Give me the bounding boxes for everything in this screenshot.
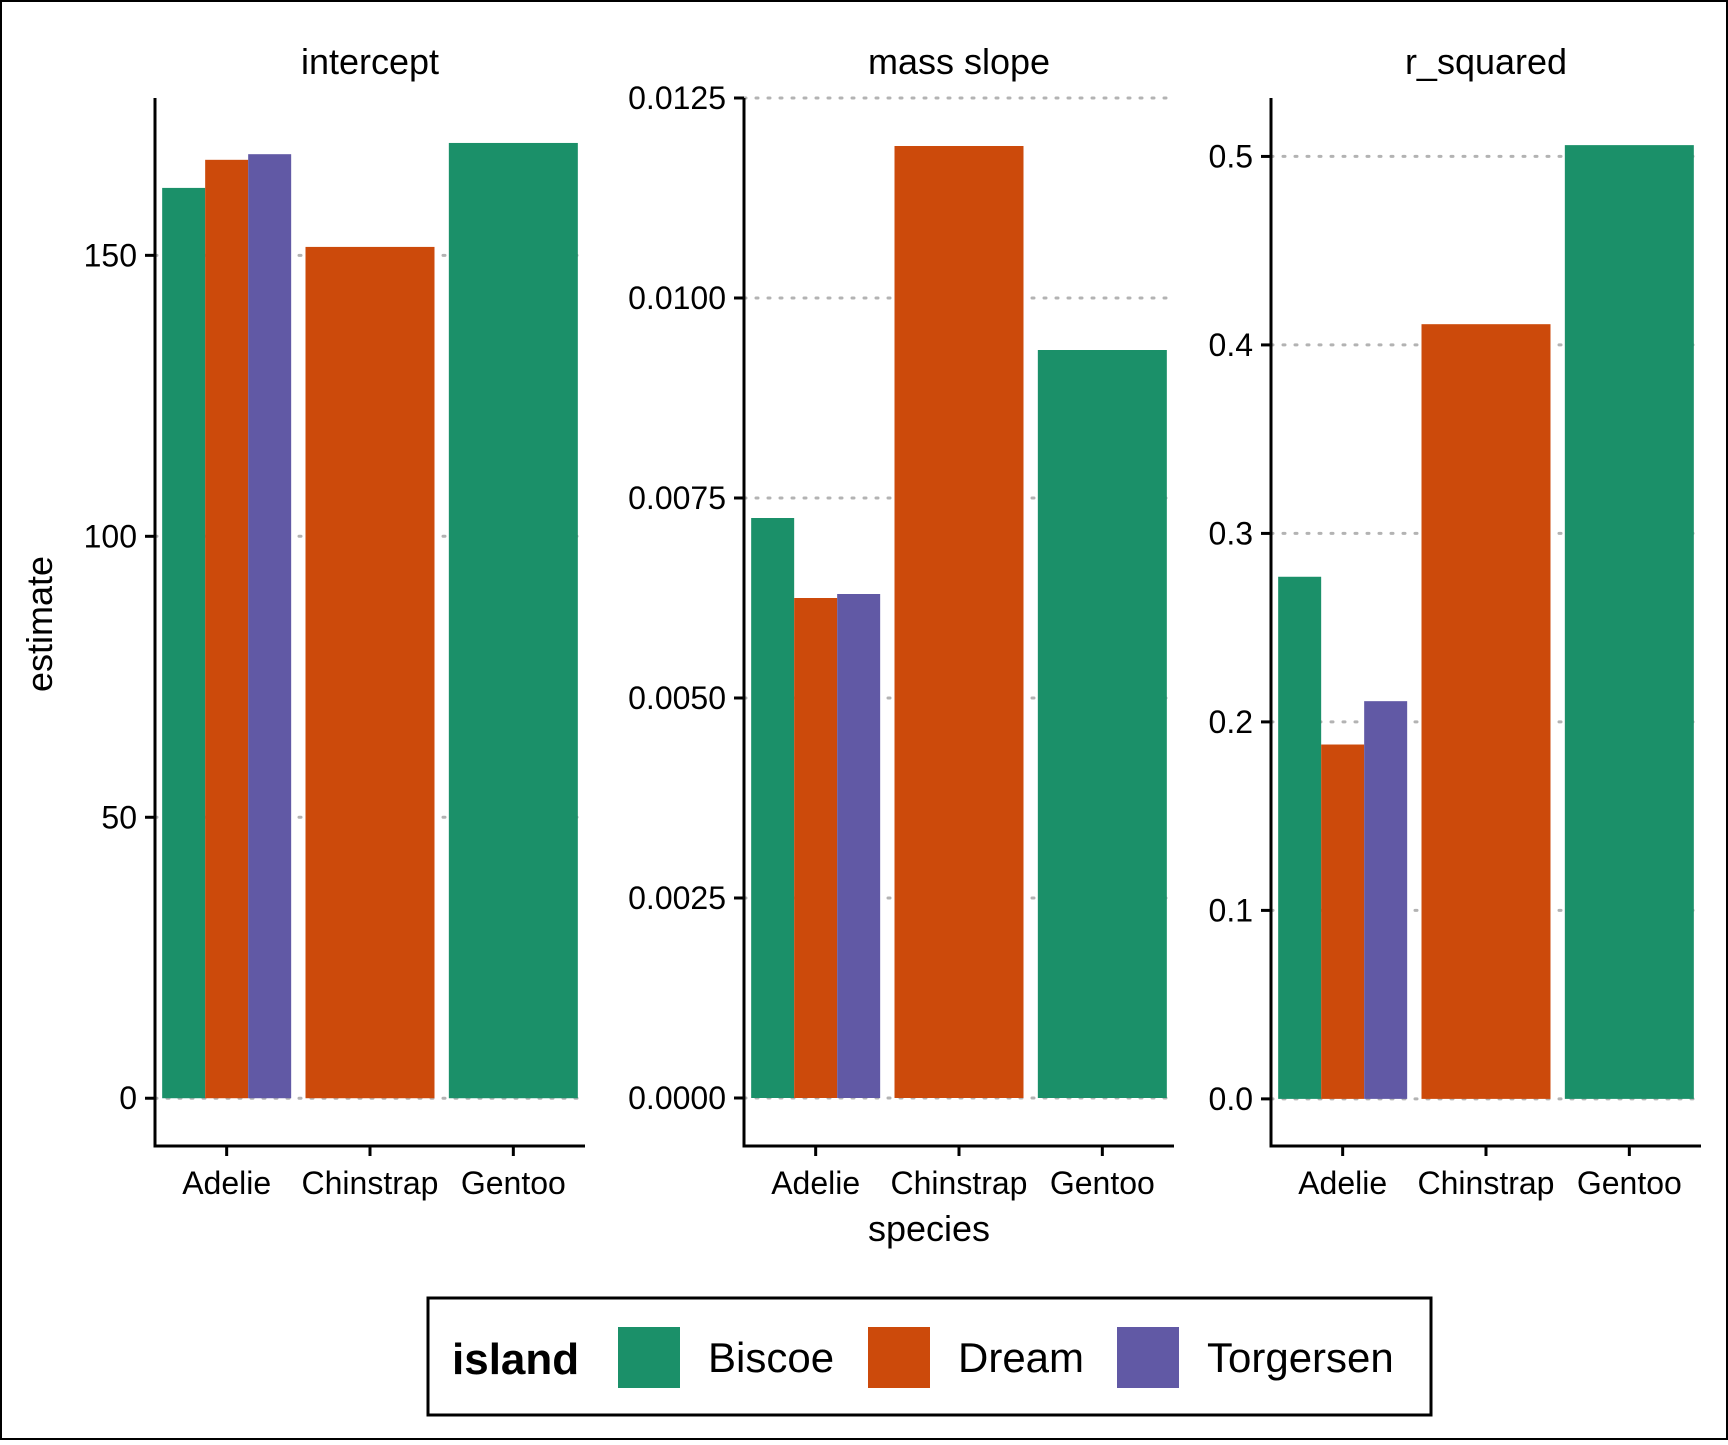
bar-chinstrap-dream	[894, 146, 1024, 1098]
bar-adelie-dream	[205, 159, 249, 1099]
facet-title: mass slope	[868, 41, 1050, 82]
x-tick-label: Gentoo	[1577, 1165, 1682, 1201]
facet-title: intercept	[301, 41, 439, 82]
legend-label-dream: Dream	[958, 1334, 1084, 1381]
facet-panel-r_squared: r_squared 0.0 0.1 0.2 0.3 0.4 0.5 Adelie Chinstr…	[1209, 41, 1703, 1201]
y-tick-label: 0.0025	[628, 880, 726, 916]
bar-gentoo-biscoe	[448, 142, 578, 1099]
legend-swatch-biscoe	[618, 1327, 680, 1388]
bar-adelie-dream	[1321, 744, 1365, 1099]
x-tick-label: Chinstrap	[1418, 1165, 1555, 1201]
y-tick-label: 0.0100	[628, 280, 726, 316]
y-tick-label: 0.0075	[628, 480, 726, 516]
y-tick-label: 0.2	[1209, 704, 1253, 740]
bar-adelie-torgersen	[837, 594, 881, 1098]
legend-title: island	[452, 1335, 579, 1384]
y-tick-label: 100	[84, 518, 137, 554]
bar-gentoo-biscoe	[1037, 350, 1167, 1098]
bar-adelie-biscoe	[751, 518, 795, 1098]
bar-adelie-torgersen	[248, 154, 292, 1099]
y-axis-title: estimate	[19, 556, 60, 692]
bar-adelie-biscoe	[162, 187, 206, 1099]
legend-swatch-torgersen	[1117, 1327, 1179, 1388]
x-axis-title: species	[868, 1208, 990, 1249]
legend-label-torgersen: Torgersen	[1207, 1334, 1394, 1381]
facet-panel-mass-slope: mass slope 0.0000 0.0025 0.0050 0.0075 0.0100…	[628, 41, 1176, 1201]
x-tick-label: Adelie	[182, 1165, 271, 1201]
legend-label-biscoe: Biscoe	[708, 1334, 834, 1381]
y-tick-label: 0.0000	[628, 1080, 726, 1116]
bar-chinstrap-dream	[305, 246, 435, 1099]
y-tick-label: 0.1	[1209, 892, 1253, 928]
x-tick-label: Gentoo	[1050, 1165, 1155, 1201]
bar-chinstrap-dream	[1421, 324, 1551, 1099]
y-tick-label: 0	[119, 1080, 137, 1116]
legend-items: Biscoe Dream Torgersen	[618, 1327, 1394, 1388]
x-tick-label: Adelie	[1298, 1165, 1387, 1201]
y-tick-label: 0.3	[1209, 515, 1253, 551]
legend-swatch-dream	[868, 1327, 930, 1388]
bar-adelie-biscoe	[1278, 576, 1322, 1099]
y-tick-label: 50	[101, 799, 137, 835]
bar-gentoo-biscoe	[1564, 145, 1694, 1099]
x-tick-label: Adelie	[771, 1165, 860, 1201]
legend: island Biscoe Dream Torgersen	[426, 1296, 1433, 1417]
x-tick-label: Chinstrap	[302, 1165, 439, 1201]
y-tick-label: 0.4	[1209, 327, 1253, 363]
x-tick-label: Gentoo	[461, 1165, 566, 1201]
y-tick-label: 150	[84, 237, 137, 273]
facet-title: r_squared	[1405, 41, 1567, 82]
y-tick-label: 0.0125	[628, 80, 726, 116]
y-tick-label: 0.0050	[628, 680, 726, 716]
bar-adelie-dream	[794, 598, 838, 1098]
bar-adelie-torgersen	[1364, 701, 1408, 1099]
y-tick-label: 0.5	[1209, 138, 1253, 174]
facet-panel-intercept: intercept 0 50 100 150 Adelie Chinstrap Gentoo	[84, 41, 587, 1201]
y-tick-label: 0.0	[1209, 1081, 1253, 1117]
x-tick-label: Chinstrap	[891, 1165, 1028, 1201]
